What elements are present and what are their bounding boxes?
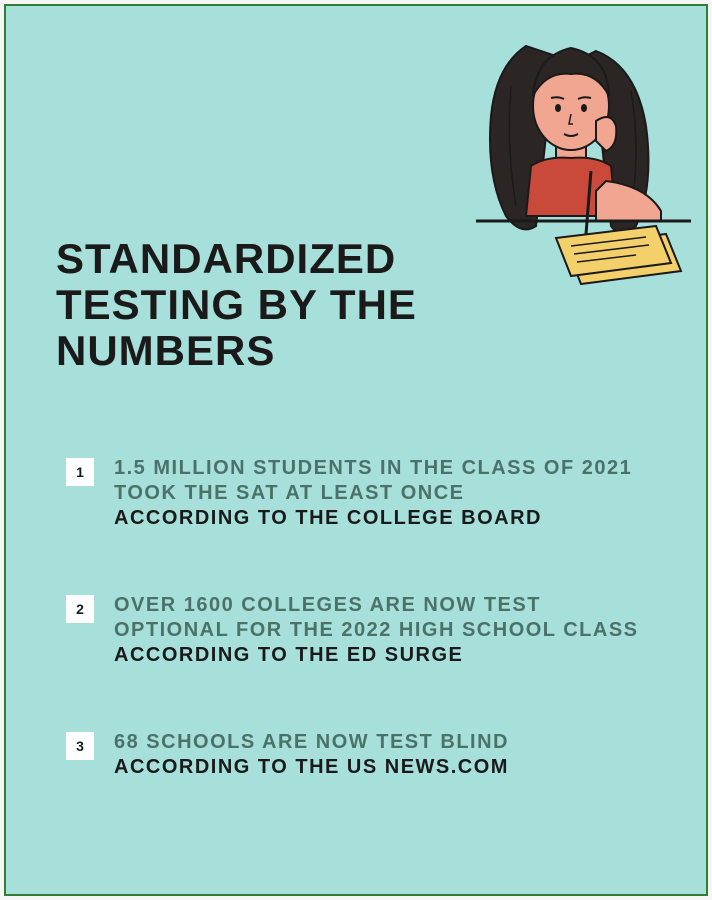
stat-text: 68 SCHOOLS ARE NOW TEST BLIND ACCORDING … — [114, 730, 656, 780]
stat-item: 1 1.5 MILLION STUDENTS IN THE CLASS OF 2… — [66, 456, 656, 531]
stat-source: ACCORDING TO THE COLLEGE BOARD — [114, 506, 656, 531]
stat-text: 1.5 MILLION STUDENTS IN THE CLASS OF 202… — [114, 456, 656, 531]
stat-number-box: 1 — [66, 458, 94, 486]
stat-main: OVER 1600 COLLEGES ARE NOW TEST OPTIONAL… — [114, 593, 656, 643]
stat-main: 68 SCHOOLS ARE NOW TEST BLIND — [114, 730, 656, 755]
stat-item: 2 OVER 1600 COLLEGES ARE NOW TEST OPTION… — [66, 593, 656, 668]
stat-source: ACCORDING TO THE ED SURGE — [114, 643, 656, 668]
stats-list: 1 1.5 MILLION STUDENTS IN THE CLASS OF 2… — [66, 456, 656, 842]
stat-main: 1.5 MILLION STUDENTS IN THE CLASS OF 202… — [114, 456, 656, 506]
stat-number-box: 2 — [66, 595, 94, 623]
stat-source: ACCORDING TO THE US NEWS.COM — [114, 755, 656, 780]
infographic-frame: STANDARDIZED TESTING BY THE NUMBERS 1 1.… — [4, 4, 708, 896]
stat-number-box: 3 — [66, 732, 94, 760]
stat-item: 3 68 SCHOOLS ARE NOW TEST BLIND ACCORDIN… — [66, 730, 656, 780]
stat-text: OVER 1600 COLLEGES ARE NOW TEST OPTIONAL… — [114, 593, 656, 668]
infographic-title: STANDARDIZED TESTING BY THE NUMBERS — [56, 236, 496, 375]
